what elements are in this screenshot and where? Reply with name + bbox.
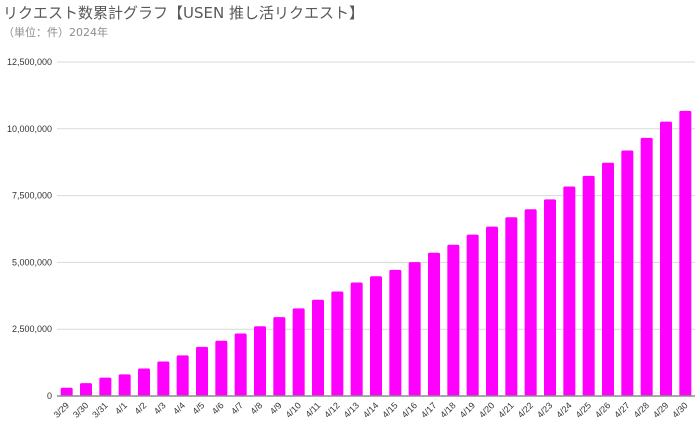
bar-4/8: [254, 326, 266, 396]
x-tick-label: 4/26: [593, 400, 612, 419]
x-tick-label: 4/16: [400, 400, 419, 419]
x-tick-label: 4/29: [651, 400, 670, 419]
y-tick-label: 10,000,000: [7, 124, 52, 134]
bar-4/5: [196, 346, 208, 396]
bar-4/20: [486, 226, 498, 396]
x-tick-label: 4/21: [496, 400, 515, 419]
y-tick-label: 12,500,000: [7, 57, 52, 67]
chart-title: リクエスト数累計グラフ【USEN 推し活リクエスト】: [3, 4, 364, 22]
x-tick-label: 4/4: [171, 400, 187, 416]
x-tick-label: 4/20: [477, 400, 496, 419]
bar-4/12: [331, 291, 344, 396]
bar-4/10: [292, 308, 305, 396]
x-tick-label: 4/2: [132, 400, 148, 416]
bar-4/22: [524, 209, 537, 396]
bar-4/25: [582, 175, 595, 396]
x-tick-label: 4/1: [113, 400, 129, 416]
x-tick-label: 3/29: [52, 400, 71, 419]
bar-4/24: [563, 186, 576, 396]
y-tick-label: 0: [47, 391, 52, 401]
bar-4/6: [215, 340, 228, 396]
bar-4/14: [370, 276, 382, 396]
bar-4/19: [466, 234, 479, 396]
bar-4/13: [350, 282, 363, 396]
bar-4/1: [118, 374, 131, 396]
bar-4/9: [273, 317, 286, 396]
bar-4/16: [408, 262, 421, 396]
bar-4/30: [679, 110, 692, 397]
x-tick-label: 4/28: [632, 400, 651, 419]
x-tick-label: 3/30: [71, 400, 90, 419]
x-tick-label: 4/18: [438, 400, 457, 419]
bar-4/7: [234, 333, 247, 396]
x-tick-label: 4/14: [361, 400, 380, 419]
bar-4/18: [447, 244, 460, 396]
y-tick-label: 2,500,000: [12, 324, 52, 334]
x-tick-label: 4/6: [210, 400, 226, 416]
x-tick-label: 4/19: [458, 400, 477, 419]
x-tick-label: 4/9: [268, 400, 284, 416]
y-tick-label: 7,500,000: [12, 191, 52, 201]
bar-4/26: [602, 162, 614, 396]
bar-4/27: [621, 150, 634, 396]
x-tick-label: 4/27: [612, 400, 631, 419]
x-tick-label: 4/25: [574, 400, 593, 419]
x-tick-label: 4/24: [554, 400, 573, 419]
x-tick-label: 4/30: [670, 400, 689, 419]
x-tick-label: 4/13: [342, 400, 361, 419]
x-tick-label: 4/3: [152, 400, 168, 416]
bar-4/15: [389, 269, 402, 396]
x-tick-label: 4/23: [535, 400, 554, 419]
bar-4/29: [660, 121, 672, 396]
bar-4/28: [640, 137, 653, 396]
bar-4/4: [176, 355, 189, 396]
bar-4/17: [428, 252, 440, 396]
chart-subtitle: （単位：件）2024年: [3, 26, 108, 39]
x-tick-label: 4/15: [380, 400, 399, 419]
x-tick-label: 4/8: [248, 400, 264, 416]
bar-4/3: [157, 361, 170, 396]
bar-3/29: [60, 387, 73, 396]
x-tick-label: 3/31: [90, 400, 109, 419]
bar-4/11: [312, 299, 324, 396]
bar-4/2: [138, 368, 150, 396]
bar-3/30: [80, 383, 92, 396]
bar-3/31: [99, 377, 112, 396]
x-tick-label: 4/22: [516, 400, 535, 419]
bar-4/21: [505, 217, 518, 396]
x-tick-label: 4/5: [190, 400, 206, 416]
x-tick-label: 4/12: [322, 400, 341, 419]
x-tick-label: 4/10: [284, 400, 303, 419]
x-tick-label: 4/17: [419, 400, 438, 419]
x-tick-label: 4/7: [229, 400, 245, 416]
bar-4/23: [544, 199, 556, 396]
y-tick-label: 5,000,000: [12, 257, 52, 267]
x-tick-label: 4/11: [303, 400, 322, 419]
